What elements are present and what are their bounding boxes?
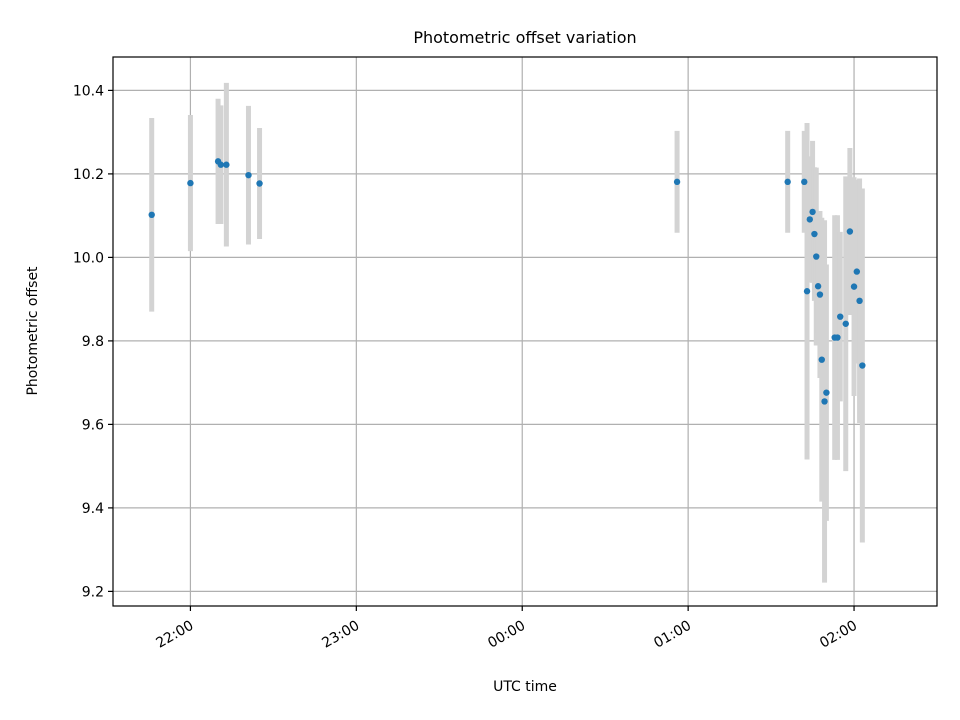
data-points <box>148 158 866 405</box>
data-point <box>256 180 263 187</box>
y-tick-label: 10.4 <box>73 83 104 99</box>
data-point <box>803 288 811 295</box>
plot-frame <box>112 56 938 607</box>
data-point <box>818 356 825 363</box>
y-tick-label: 9.2 <box>82 584 104 600</box>
data-point <box>784 178 791 186</box>
data-point <box>850 283 858 290</box>
data-point <box>217 161 225 168</box>
x-axis-label: UTC time <box>493 679 557 695</box>
data-point <box>148 211 155 219</box>
y-tick-label: 9.8 <box>82 334 104 350</box>
data-point <box>823 389 830 396</box>
data-point <box>842 320 849 327</box>
data-point <box>223 161 230 168</box>
data-point <box>187 179 194 187</box>
data-point <box>673 178 681 186</box>
data-point <box>834 334 841 341</box>
y-axis-label: Photometric offset <box>25 266 41 396</box>
y-axis: 9.2 9.4 9.6 9.8 10.0 10.2 10.4 <box>73 83 113 600</box>
data-point <box>245 171 252 179</box>
data-point <box>853 268 861 275</box>
y-tick-label: 9.6 <box>82 417 104 433</box>
data-point <box>821 398 828 405</box>
data-point <box>837 313 844 320</box>
y-tick-label: 10.0 <box>73 250 104 266</box>
data-point <box>811 230 818 238</box>
y-tick-label: 10.2 <box>73 167 104 183</box>
y-tick-label: 9.4 <box>82 501 104 517</box>
data-point <box>856 297 863 305</box>
data-point <box>806 216 814 223</box>
data-point <box>813 253 820 260</box>
data-point <box>859 362 866 369</box>
data-point <box>814 283 822 290</box>
data-point <box>846 228 854 235</box>
data-point <box>809 208 816 216</box>
chart-title: Photometric offset variation <box>413 28 636 47</box>
data-point <box>801 178 808 186</box>
data-point <box>816 291 824 298</box>
